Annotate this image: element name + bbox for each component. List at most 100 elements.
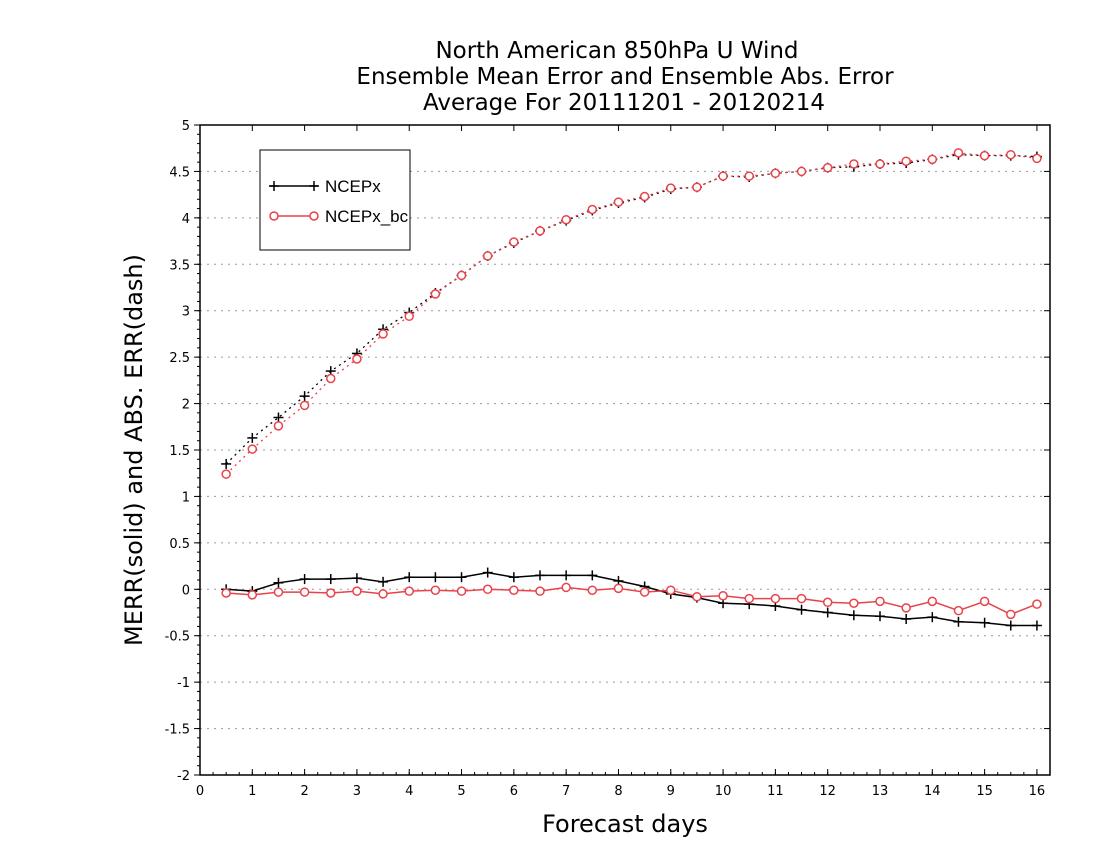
x-tick-label: 9 <box>667 784 675 799</box>
data-point-NCEPx_bc-abs_err <box>796 166 807 177</box>
data-point-NCEPx_bc-abs_err <box>482 251 493 261</box>
data-point-NCEPx_bc-abs_err <box>953 148 964 158</box>
data-point-NCEPx_bc-merr <box>718 591 728 601</box>
data-point-NCEPx_bc-merr <box>744 593 754 604</box>
data-point-NCEPx_bc-merr <box>221 588 231 598</box>
data-point-NCEPx_bc-merr <box>1032 599 1042 609</box>
y-tick-label: 1 <box>182 490 190 505</box>
y-tick-label: -1.5 <box>165 723 190 738</box>
y-tick-label: 2.5 <box>169 351 190 366</box>
data-point-NCEPx_bc-merr <box>822 597 833 608</box>
data-point-NCEPx-merr <box>508 572 519 583</box>
data-point-NCEPx_bc-merr <box>456 586 467 596</box>
legend-marker <box>269 181 279 191</box>
x-axis-label: Forecast days <box>542 810 708 838</box>
plot-area <box>221 148 1042 631</box>
series-line-NCEPx_bc-merr <box>226 586 1038 616</box>
data-point-NCEPx_bc-merr <box>849 598 859 608</box>
data-point-NCEPx_bc-merr <box>535 586 545 596</box>
data-point-NCEPx_bc-merr <box>639 587 650 597</box>
x-tick-label: 8 <box>614 784 622 799</box>
data-point-NCEPx_bc-merr <box>1006 609 1016 620</box>
legend-marker <box>269 211 279 221</box>
y-tick-label: 5 <box>182 119 190 134</box>
y-tick-label: 3.5 <box>169 258 190 273</box>
data-point-NCEPx-merr <box>404 572 415 583</box>
data-point-NCEPx_bc-merr <box>378 589 388 599</box>
data-point-NCEPx_bc-abs_err <box>639 191 650 202</box>
data-point-NCEPx-merr <box>1031 620 1042 631</box>
axes <box>194 124 1051 776</box>
y-tick-label: 0 <box>182 583 190 598</box>
chart-title: North American 850hPa U Wind <box>435 38 798 64</box>
x-tick-label: 16 <box>1029 784 1046 799</box>
legend: NCEPx NCEPx_bc <box>259 149 411 251</box>
data-point-NCEPx_bc-abs_err <box>613 197 624 207</box>
data-point-NCEPx-merr <box>587 570 598 581</box>
data-point-NCEPx_bc-merr <box>273 587 284 597</box>
x-tick-label: 13 <box>872 784 889 799</box>
data-point-NCEPx_bc-merr <box>979 596 990 607</box>
y-tick-label: 3 <box>182 305 190 320</box>
y-tick-label: 4.5 <box>169 165 190 180</box>
data-point-NCEPx_bc-abs_err <box>770 168 781 179</box>
data-point-NCEPx-merr <box>378 576 389 587</box>
data-point-NCEPx-abs_err <box>273 412 284 423</box>
data-point-NCEPx_bc-abs_err <box>299 400 310 411</box>
chart-subtitle-line1: Ensemble Mean Error and Ensemble Abs. Er… <box>356 64 894 90</box>
x-tick-label: 1 <box>248 784 256 799</box>
data-point-NCEPx-merr <box>325 574 336 585</box>
data-point-NCEPx_bc-merr <box>796 593 807 604</box>
y-tick-label: -2 <box>177 769 190 784</box>
legend-label: NCEPx_bc <box>325 207 409 226</box>
chart-subtitle-line2: Average For 20111201 - 20120214 <box>423 90 825 116</box>
x-tick-label: 5 <box>457 784 465 799</box>
legend-marker <box>309 181 319 191</box>
data-point-NCEPx_bc-abs_err <box>666 183 676 193</box>
data-point-NCEPx_bc-abs_err <box>875 159 885 169</box>
data-point-NCEPx_bc-merr <box>587 585 598 595</box>
data-point-NCEPx_bc-abs_err <box>404 311 414 322</box>
data-point-NCEPx_bc-abs_err <box>822 162 833 173</box>
data-point-NCEPx-merr <box>901 614 912 624</box>
y-tick-labels: -2 -1.5 -1 -0.5 0 0.5 1 1.5 2 2.5 3 3.5 4 4.5 5 <box>165 119 190 784</box>
data-point-NCEPx-merr <box>875 611 885 622</box>
data-point-NCEPx_bc-abs_err <box>692 182 702 192</box>
data-point-NCEPx_bc-merr <box>509 585 519 595</box>
data-point-NCEPx-merr <box>848 610 859 621</box>
data-point-NCEPx_bc-abs_err <box>901 156 911 166</box>
data-point-NCEPx-merr <box>796 604 807 615</box>
data-point-NCEPx_bc-merr <box>770 593 781 604</box>
data-point-NCEPx-abs_err <box>221 458 232 469</box>
data-point-NCEPx_bc-abs_err <box>927 154 938 165</box>
x-tick-label: 12 <box>819 784 836 799</box>
x-tick-label: 2 <box>300 784 308 799</box>
data-point-NCEPx_bc-merr <box>901 603 911 613</box>
data-point-NCEPx_bc-abs_err <box>352 354 362 364</box>
data-point-NCEPx-merr <box>953 616 964 627</box>
data-point-NCEPx_bc-abs_err <box>1006 149 1016 160</box>
data-point-NCEPx-merr <box>482 567 493 578</box>
data-point-NCEPx_bc-abs_err <box>509 237 519 247</box>
data-point-NCEPx_bc-merr <box>247 590 258 600</box>
data-point-NCEPx-abs_err <box>299 391 310 402</box>
legend-marker <box>309 211 319 221</box>
data-point-NCEPx_bc-merr <box>692 591 702 602</box>
data-point-NCEPx-merr <box>456 572 467 583</box>
data-point-NCEPx_bc-abs_err <box>979 150 990 161</box>
y-tick-label: -1 <box>177 676 190 691</box>
data-point-NCEPx_bc-merr <box>666 585 676 595</box>
x-tick-label: 14 <box>924 784 941 799</box>
data-point-NCEPx_bc-abs_err <box>326 373 336 384</box>
x-tick-label: 11 <box>767 784 784 799</box>
y-tick-label: 1.5 <box>169 444 190 459</box>
data-point-NCEPx_bc-merr <box>561 582 571 593</box>
data-point-NCEPx-merr <box>430 572 441 583</box>
data-point-NCEPx-merr <box>822 607 833 618</box>
data-point-NCEPx-abs_err <box>247 432 258 443</box>
data-point-NCEPx_bc-merr <box>613 583 624 594</box>
data-point-NCEPx_bc-abs_err <box>849 159 859 169</box>
data-point-NCEPx_bc-merr <box>482 584 493 595</box>
x-tick-label: 6 <box>510 784 518 799</box>
x-tick-label: 7 <box>562 784 570 799</box>
